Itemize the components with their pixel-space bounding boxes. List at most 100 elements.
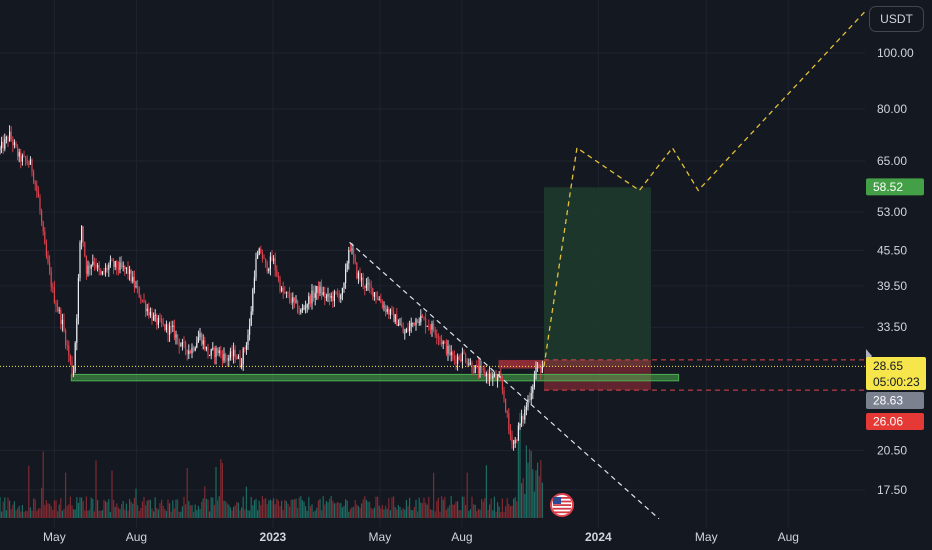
candle-body-196 xyxy=(313,290,315,299)
volume-bar-82 xyxy=(130,501,132,518)
candle-body-56 xyxy=(89,265,91,269)
price-tick-label-7: 20.50 xyxy=(877,443,907,457)
candle-body-249 xyxy=(397,324,399,326)
candle-body-323 xyxy=(516,440,518,442)
candle-body-219 xyxy=(349,250,351,251)
volume-bar-47 xyxy=(74,509,76,518)
flag-stripe-1 xyxy=(553,500,571,503)
candle-body-225 xyxy=(359,272,361,280)
candle-body-339 xyxy=(541,366,543,373)
candle-body-34 xyxy=(53,287,55,304)
candle-body-332 xyxy=(530,393,532,400)
volume-bar-67 xyxy=(106,502,108,518)
candle-body-222 xyxy=(354,256,356,263)
support-zone[interactable] xyxy=(70,373,680,382)
candle-body-200 xyxy=(319,286,321,294)
candle-body-138 xyxy=(220,350,222,355)
candle-body-17 xyxy=(26,160,28,164)
candle-body-255 xyxy=(407,328,409,331)
candle-body-19 xyxy=(29,159,31,165)
volume-bar-235 xyxy=(375,496,377,518)
volume-bar-70 xyxy=(111,470,113,518)
candle-body-28 xyxy=(44,231,46,245)
volume-bar-131 xyxy=(209,511,211,518)
volume-bar-32 xyxy=(50,506,52,518)
volume-bar-102 xyxy=(162,505,164,518)
volume-bar-17 xyxy=(26,510,28,518)
volume-bar-242 xyxy=(386,508,388,518)
volume-bar-66 xyxy=(105,501,107,518)
volume-bar-272 xyxy=(434,511,436,518)
candle-body-123 xyxy=(196,342,198,348)
volume-bar-140 xyxy=(223,500,225,518)
volume-bar-96 xyxy=(153,511,155,518)
volume-bar-129 xyxy=(205,498,207,518)
candle-body-231 xyxy=(369,282,371,287)
volume-bar-200 xyxy=(319,498,321,518)
candle-body-295 xyxy=(471,362,473,372)
volume-bar-97 xyxy=(154,497,156,518)
price-axis[interactable]: 100.00 80.00 65.00 53.00 45.50 39.50 33.50 20.5… xyxy=(866,46,914,497)
drawings[interactable] xyxy=(0,11,866,520)
time-axis[interactable]: May Aug 2023 May Aug 2024 May Aug xyxy=(43,530,799,544)
candle-body-276 xyxy=(441,339,443,345)
candle-body-31 xyxy=(49,262,51,272)
candle-body-96 xyxy=(153,315,155,321)
candle-body-54 xyxy=(85,256,87,274)
candle-body-318 xyxy=(508,413,510,430)
candle-body-210 xyxy=(335,291,337,293)
candle-body-13 xyxy=(20,152,22,162)
volume-bar-110 xyxy=(175,499,177,518)
volume-bar-161 xyxy=(257,510,259,518)
currency-button[interactable]: USDT xyxy=(869,6,924,32)
candle-body-263 xyxy=(420,315,422,322)
volume-bar-115 xyxy=(183,496,185,518)
volume-bar-49 xyxy=(77,503,79,518)
volume-bar-26 xyxy=(41,487,43,518)
volume-bar-71 xyxy=(113,499,115,518)
us-flag-icon[interactable] xyxy=(550,493,574,517)
candle-body-26 xyxy=(41,210,43,223)
volume-bar-211 xyxy=(337,502,339,518)
currency-label: USDT xyxy=(880,12,913,26)
volume-bar-147 xyxy=(234,505,236,518)
volume-bar-177 xyxy=(282,509,284,518)
candle-body-233 xyxy=(372,287,374,297)
volume-bar-260 xyxy=(415,499,417,518)
candle-body-289 xyxy=(461,352,463,362)
volume-bar-89 xyxy=(141,501,143,518)
candle-body-170 xyxy=(271,256,273,261)
volume-bar-138 xyxy=(220,459,222,518)
volume-bar-16 xyxy=(25,510,27,518)
volume-bar-37 xyxy=(58,504,60,518)
volume-bar-263 xyxy=(420,502,422,518)
candle-body-38 xyxy=(60,309,62,325)
candle-body-45 xyxy=(71,361,73,375)
volume-bar-33 xyxy=(52,510,54,518)
volume-bar-176 xyxy=(281,500,283,518)
candle-body-104 xyxy=(165,324,167,331)
volume-bar-250 xyxy=(399,506,401,518)
candle-body-183 xyxy=(292,297,294,303)
volume-bar-119 xyxy=(189,505,191,518)
volume-bar-170 xyxy=(271,500,273,518)
candle-body-285 xyxy=(455,359,457,364)
volume-bar-28 xyxy=(44,505,46,518)
candle-body-172 xyxy=(274,258,276,270)
volume-bar-150 xyxy=(239,510,241,518)
candle-body-238 xyxy=(380,299,382,303)
volume-bar-234 xyxy=(373,507,375,518)
candle-body-175 xyxy=(279,278,281,291)
volume-bar-249 xyxy=(397,505,399,518)
candle-body-153 xyxy=(244,348,246,350)
candle-body-135 xyxy=(215,348,217,358)
candle-body-1 xyxy=(1,141,3,148)
candle-body-2 xyxy=(2,141,4,149)
candle-body-46 xyxy=(73,370,75,375)
volume-bar-216 xyxy=(345,499,347,518)
volume-bar-253 xyxy=(404,509,406,518)
volume-bar-81 xyxy=(129,499,131,518)
candle-body-22 xyxy=(34,181,36,185)
candle-body-313 xyxy=(500,375,502,381)
